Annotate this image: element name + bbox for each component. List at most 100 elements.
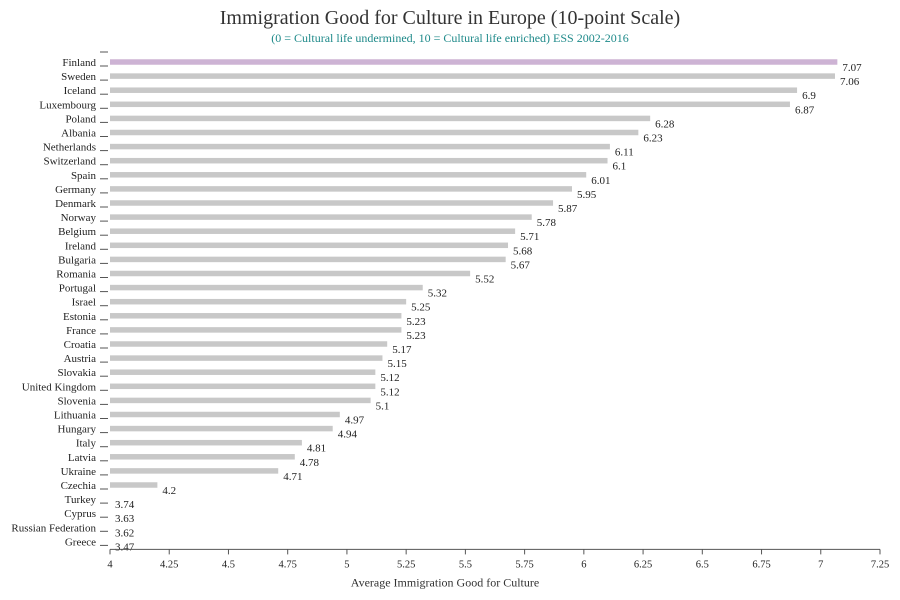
category-label: Ireland <box>65 240 97 252</box>
category-label: Latvia <box>68 452 96 464</box>
bar-iceland <box>110 87 798 93</box>
bar-lithuania <box>110 411 340 418</box>
category-label: Netherlands <box>43 142 96 154</box>
bar-ireland <box>110 242 509 249</box>
category-label: Switzerland <box>43 156 96 168</box>
value-label: 5.87 <box>558 203 578 215</box>
category-label: United Kingdom <box>22 381 97 393</box>
value-label: 5.1 <box>376 400 390 412</box>
category-label: Albania <box>61 128 96 140</box>
value-label: 6.11 <box>615 147 634 159</box>
x-tick-label: 4.75 <box>279 559 297 570</box>
bar-czechia <box>110 482 158 488</box>
bar-ukraine <box>110 468 279 474</box>
value-label: 6.87 <box>795 104 815 116</box>
value-label: 6.23 <box>643 133 663 145</box>
x-tick-label: 6.5 <box>696 559 709 570</box>
category-label: Austria <box>64 353 97 365</box>
value-label: 5.71 <box>520 231 539 243</box>
bar-denmark <box>110 200 554 206</box>
category-label: Denmark <box>55 198 96 210</box>
bar-austria <box>110 355 383 361</box>
bar-croatia <box>110 341 388 347</box>
value-label: 4.2 <box>162 485 176 497</box>
x-tick-label: 5.75 <box>515 559 533 570</box>
value-label: 5.32 <box>428 288 447 300</box>
value-label: 4.78 <box>300 457 320 469</box>
bar-spain <box>110 172 587 178</box>
value-label: 6.01 <box>591 175 610 187</box>
value-label: 4.97 <box>345 415 365 427</box>
bar-albania <box>110 129 639 136</box>
category-label: Germany <box>55 184 96 196</box>
value-label: 3.63 <box>115 513 135 525</box>
x-tick-label: 7.25 <box>871 559 889 570</box>
category-label: Belgium <box>58 226 96 238</box>
bar-sweden <box>110 73 835 79</box>
value-label: 4.81 <box>307 443 326 455</box>
value-label: 4.94 <box>338 429 358 441</box>
chart-title: Immigration Good for Culture in Europe (… <box>219 7 681 29</box>
x-tick-label: 5.5 <box>459 559 472 570</box>
bar-poland <box>110 115 651 122</box>
value-label: 3.74 <box>115 499 135 511</box>
bar-estonia <box>110 313 402 319</box>
value-label: 7.07 <box>842 62 862 74</box>
x-tick-label: 6.25 <box>634 559 652 570</box>
bar-slovakia <box>110 369 376 375</box>
category-label: Iceland <box>64 85 97 97</box>
value-label: 5.17 <box>392 344 412 356</box>
category-label: Czechia <box>61 480 97 492</box>
category-label: Slovakia <box>58 367 97 379</box>
bar-bulgaria <box>110 256 506 263</box>
bar-slovenia <box>110 397 371 404</box>
x-axis: 4 4.25 4.5 4.75 5 5.25 5.5 5.75 6 6.25 6.5 6.75 7 7.2… <box>107 548 889 570</box>
bar-israel <box>110 298 407 305</box>
category-label: France <box>66 325 96 337</box>
value-label: 5.15 <box>387 358 407 370</box>
bar-belgium <box>110 228 516 234</box>
chart-subtitle: (0 = Cultural life undermined, 10 = Cult… <box>271 31 629 45</box>
category-label: Greece <box>65 536 96 548</box>
value-label: 5.25 <box>411 302 431 314</box>
value-label: 3.62 <box>115 527 134 539</box>
category-label: Romania <box>56 269 96 281</box>
bar-netherlands <box>110 143 610 150</box>
category-label: Hungary <box>58 424 97 436</box>
value-label: 5.68 <box>513 245 533 257</box>
x-tick-label: 5.25 <box>397 559 415 570</box>
category-label: Bulgaria <box>58 254 96 266</box>
category-label: Norway <box>61 212 97 224</box>
category-label: Sweden <box>61 71 96 83</box>
value-label: 5.23 <box>406 316 426 328</box>
category-label: Turkey <box>65 494 97 506</box>
y-axis <box>100 51 108 546</box>
bar-norway <box>110 214 532 220</box>
category-label: Luxembourg <box>39 99 96 111</box>
bar-romania <box>110 270 471 277</box>
bar-germany <box>110 186 572 192</box>
x-tick-label: 6 <box>581 559 586 570</box>
x-tick-label: 4.5 <box>222 559 235 570</box>
x-tick-label: 7 <box>818 559 823 570</box>
bar-hungary <box>110 425 333 432</box>
bar-france <box>110 327 402 333</box>
category-label: Slovenia <box>58 395 97 407</box>
value-label: 6.1 <box>613 161 627 173</box>
category-label: Croatia <box>64 339 96 351</box>
category-label: Israel <box>72 297 96 309</box>
value-label: 5.12 <box>380 372 399 384</box>
value-label: 5.12 <box>380 386 399 398</box>
value-label: 5.23 <box>406 330 426 342</box>
value-label: 5.52 <box>475 274 494 286</box>
value-label: 6.28 <box>655 118 675 130</box>
value-label: 5.67 <box>511 259 531 271</box>
value-label: 7.06 <box>840 76 860 88</box>
x-tick-label: 4 <box>107 559 113 570</box>
x-axis-title: Average Immigration Good for Culture <box>351 575 539 589</box>
bar-switzerland <box>110 157 608 164</box>
x-tick-label: 6.75 <box>752 559 770 570</box>
bars-group <box>110 59 838 488</box>
bar-luxembourg <box>110 101 790 108</box>
